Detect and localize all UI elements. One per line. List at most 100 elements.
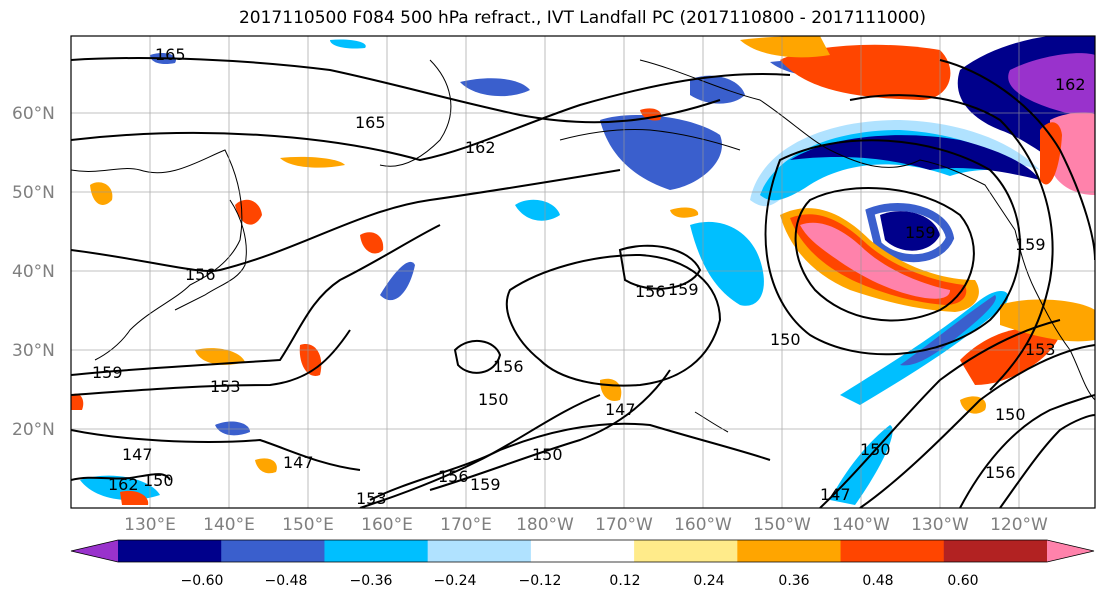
latitude-labels: 60°N 50°N 40°N 30°N 20°N bbox=[12, 104, 55, 440]
neg-anomaly-low-ring bbox=[865, 203, 955, 263]
contour-label: 162 bbox=[465, 138, 496, 157]
colorbar-segment bbox=[530, 540, 635, 562]
contour-153-center bbox=[359, 394, 601, 508]
colorbar-tick: 0.48 bbox=[862, 573, 893, 589]
contour-ridge-east bbox=[849, 94, 1054, 391]
colorbar-segment bbox=[737, 540, 842, 562]
colorbar-tick: 0.60 bbox=[947, 573, 978, 589]
colorbar-ticks: −0.60 −0.48 −0.36 −0.24 −0.12 0.12 0.24 … bbox=[181, 573, 979, 589]
lon-label: 120°W bbox=[990, 515, 1048, 535]
contour-label: 147 bbox=[820, 485, 851, 504]
contour-165-north bbox=[71, 57, 721, 124]
contour-147-west bbox=[71, 429, 361, 471]
pos-anomaly-alaska-top-outer bbox=[740, 36, 830, 58]
contour-label: 147 bbox=[283, 453, 314, 472]
lon-label: 150°E bbox=[282, 515, 334, 535]
contour-label: 156 bbox=[493, 357, 524, 376]
neg-anomaly-low-core bbox=[880, 211, 940, 251]
kamchatka-coastline bbox=[379, 59, 452, 167]
map-frame bbox=[70, 35, 1096, 509]
contour-label: 153 bbox=[356, 489, 387, 508]
contour-label: 156 bbox=[985, 463, 1016, 482]
pos-anomaly-west-3 bbox=[280, 156, 345, 168]
colorbar-segments bbox=[71, 540, 1094, 562]
pos-anomaly-west-9 bbox=[255, 458, 277, 474]
ivt-shading bbox=[71, 36, 1095, 505]
alaska-coastline bbox=[639, 59, 1016, 231]
contour-label: 150 bbox=[478, 390, 509, 409]
neg-anomaly-north-2 bbox=[330, 39, 366, 49]
contour-156-ring bbox=[453, 340, 502, 374]
neg-anomaly-west-2 bbox=[515, 199, 560, 221]
lon-label: 160°E bbox=[361, 515, 413, 535]
neg-anomaly-west-3 bbox=[215, 421, 250, 436]
colorbar-extend-min bbox=[71, 540, 118, 562]
lon-label: 130°W bbox=[911, 515, 969, 535]
contour-156-west bbox=[71, 169, 621, 272]
contour-150-center bbox=[369, 422, 771, 501]
contour-label: 165 bbox=[355, 113, 386, 132]
contour-label: 165 bbox=[155, 45, 186, 64]
pos-anomaly-west-10 bbox=[71, 393, 84, 410]
colorbar-segment bbox=[943, 540, 1048, 562]
pos-anomaly-west-4 bbox=[360, 232, 384, 254]
contour-150-east bbox=[859, 344, 1095, 508]
neg-anomaly-bering-light bbox=[690, 75, 745, 104]
contour-159-west bbox=[71, 224, 441, 376]
pos-anomaly-ne-red bbox=[1040, 122, 1062, 185]
pos-anomaly-west-1 bbox=[90, 182, 113, 205]
colorbar-extend-max bbox=[1047, 540, 1094, 562]
colorbar-tick: −0.36 bbox=[350, 573, 393, 589]
colorbar-tick: 0.36 bbox=[778, 573, 809, 589]
aleutian-islands bbox=[559, 129, 741, 151]
contour-label: 159 bbox=[470, 475, 501, 494]
colorbar-tick: −0.12 bbox=[519, 573, 562, 589]
contour-label: 156 bbox=[438, 467, 469, 486]
asia-coastline bbox=[71, 149, 243, 361]
colorbar-tick: 0.12 bbox=[609, 573, 640, 589]
lon-label: 140°W bbox=[832, 515, 890, 535]
lat-label: 30°N bbox=[12, 341, 55, 361]
contour-159-ring bbox=[618, 244, 702, 290]
colorbar-tick: −0.60 bbox=[181, 573, 224, 589]
contour-labels: 165 165 162 156 159 153 147 147 162 150 … bbox=[92, 45, 1086, 508]
contour-150-ring bbox=[505, 253, 722, 387]
neg-anomaly-ne-purple bbox=[1008, 53, 1095, 120]
contour-label: 150 bbox=[143, 471, 174, 490]
lon-label: 150°W bbox=[753, 515, 811, 535]
contour-label: 162 bbox=[1055, 75, 1086, 94]
contour-label: 150 bbox=[770, 330, 801, 349]
pos-anomaly-west-11 bbox=[120, 490, 149, 505]
contour-label: 156 bbox=[635, 282, 666, 301]
colorbar-tick: 0.24 bbox=[693, 573, 724, 589]
neg-anomaly-gulf-alaska-core bbox=[790, 135, 1040, 180]
contour-147-east bbox=[819, 319, 1061, 508]
lat-label: 20°N bbox=[12, 420, 55, 440]
coastlines bbox=[71, 59, 1095, 433]
contour-label: 150 bbox=[995, 405, 1026, 424]
colorbar-segment bbox=[840, 540, 945, 562]
lon-label: 170°E bbox=[440, 515, 492, 535]
contour-label: 159 bbox=[92, 363, 123, 382]
contour-label: 153 bbox=[1025, 340, 1056, 359]
pos-anomaly-west-6 bbox=[195, 348, 245, 365]
neg-anomaly-bering bbox=[600, 115, 722, 190]
contour-label: 159 bbox=[905, 223, 936, 242]
lat-label: 60°N bbox=[12, 104, 55, 124]
colorbar-segment bbox=[427, 540, 532, 562]
contour-153-se bbox=[999, 414, 1095, 508]
neg-anomaly-subtropical-core bbox=[900, 295, 996, 366]
pos-anomaly-west-8 bbox=[670, 207, 699, 218]
lon-label: 160°W bbox=[674, 515, 732, 535]
longitude-labels: 130°E 140°E 150°E 160°E 170°E 180°W 170°… bbox=[124, 515, 1048, 535]
colorbar-tick: −0.24 bbox=[434, 573, 477, 589]
neg-anomaly-central bbox=[690, 221, 764, 306]
contour-label: 159 bbox=[668, 280, 699, 299]
contour-label: 162 bbox=[108, 475, 139, 494]
contour-label: 150 bbox=[860, 440, 891, 459]
contour-trough-east bbox=[939, 59, 1095, 261]
lon-label: 170°W bbox=[595, 515, 653, 535]
contour-156-se bbox=[959, 394, 1095, 508]
neg-anomaly-west-1 bbox=[380, 261, 415, 301]
